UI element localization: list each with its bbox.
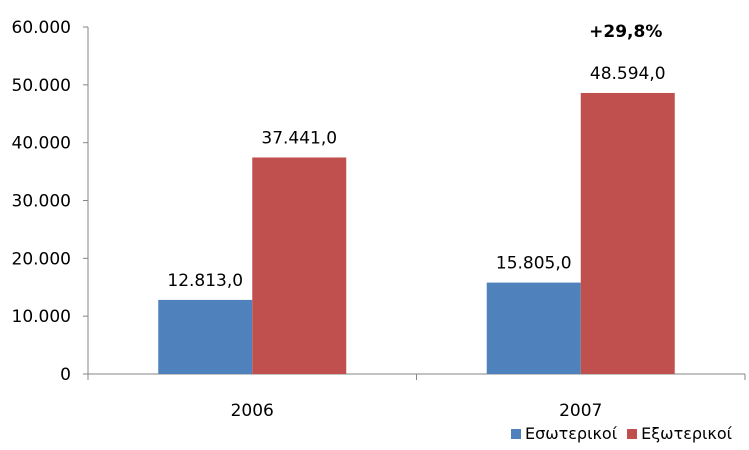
legend-swatch-series-1	[627, 428, 638, 439]
y-tick-label: 50.000	[12, 76, 71, 96]
bars	[158, 92, 675, 375]
data-label-series-1-cat-1: 48.594,0	[590, 64, 666, 84]
data-label-series-0-cat-0: 12.813,0	[167, 271, 243, 291]
data-label-series-0-cat-1: 15.805,0	[496, 254, 572, 274]
axes: 0 10.000 20.000 30.000 40.000 50.000 60.000 200…	[12, 18, 746, 421]
growth-annotation: +29,8%	[589, 22, 662, 42]
legend: Εσωτερικοί Εξωτερικοί	[511, 424, 742, 443]
legend-item-series-1: Εξωτερικοί	[627, 424, 732, 443]
x-tick-label: 2006	[231, 401, 274, 421]
legend-swatch-series-0	[511, 428, 521, 439]
y-tick-label: 60.000	[12, 18, 71, 38]
y-tick-label: 40.000	[12, 134, 71, 154]
bar-series-1-cat-0	[252, 157, 347, 374]
data-label-series-1-cat-0: 37.441,0	[261, 128, 337, 148]
legend-label-series-1: Εξωτερικοί	[641, 424, 733, 443]
y-tick-label: 10.000	[12, 307, 71, 327]
bar-series-0-cat-1	[486, 282, 581, 374]
y-tick-label: 30.000	[12, 192, 71, 212]
labels: 12.813,0 15.805,0 37.441,0 48.594,0 +29,8%	[167, 22, 665, 291]
y-tick-label: 0	[60, 365, 71, 385]
y-tick-label: 20.000	[12, 249, 71, 269]
bar-series-0-cat-0	[158, 299, 253, 374]
legend-item-series-0: Εσωτερικοί	[511, 424, 617, 443]
x-tick-label: 2007	[559, 401, 602, 421]
bar-series-1-cat-1	[580, 92, 675, 375]
legend-label-series-0: Εσωτερικοί	[525, 424, 618, 443]
